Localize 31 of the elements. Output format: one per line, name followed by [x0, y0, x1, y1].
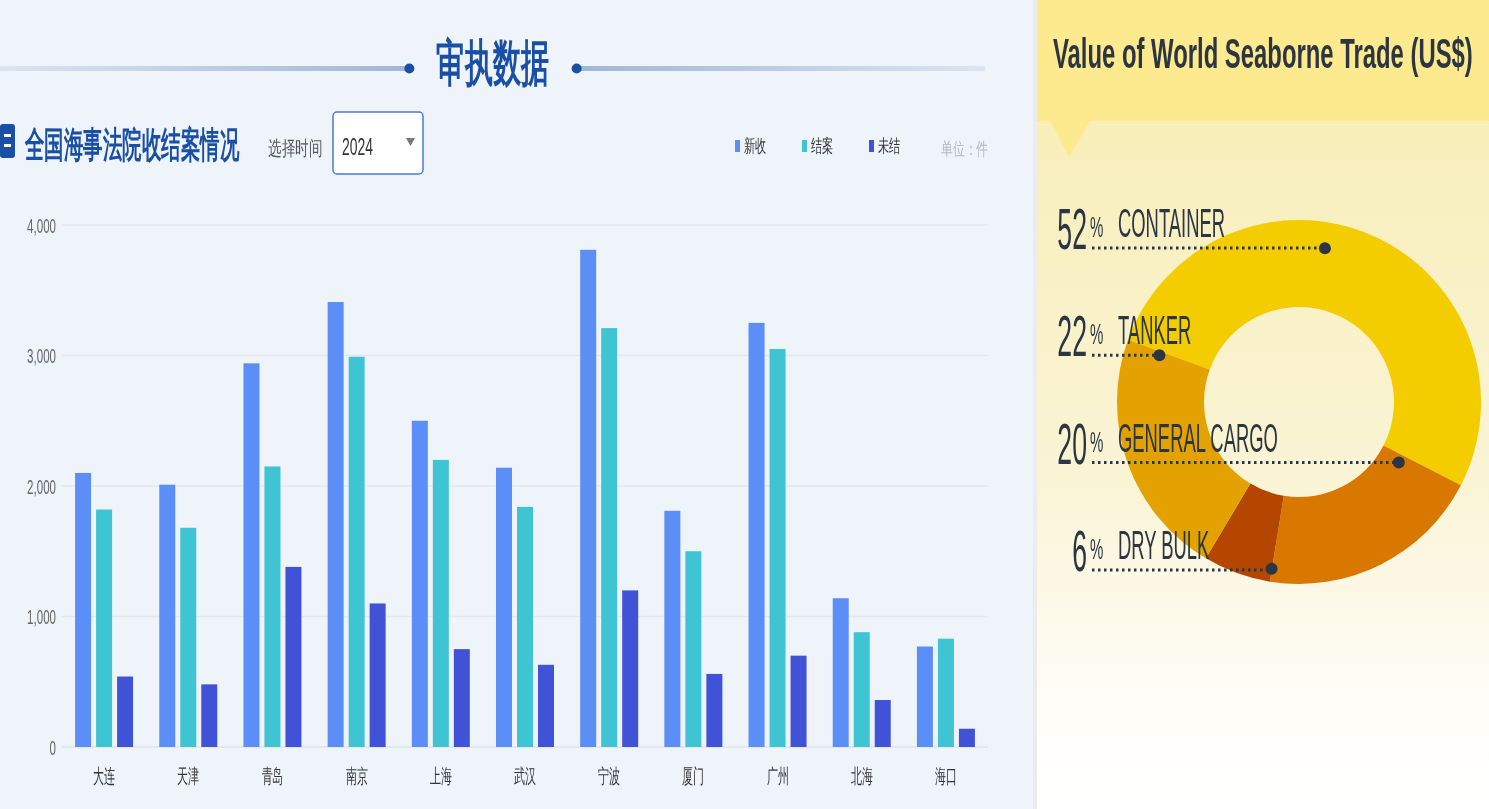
x-tick-label: 青岛	[261, 764, 284, 787]
chart-title: Value of World Seaborne Trade (US$)	[1053, 29, 1473, 77]
legend-label: 新收	[744, 135, 767, 156]
y-tick-label: 2,000	[27, 474, 56, 499]
x-tick-label: 大连	[93, 764, 115, 787]
y-tick-label: 0	[49, 735, 56, 760]
legend-label: 未结	[878, 135, 901, 156]
y-tick-label: 1,000	[27, 605, 56, 629]
data-label: 6%	[1072, 518, 1104, 584]
data-label: 20%	[1057, 410, 1104, 477]
x-tick-label: 天津	[177, 764, 200, 787]
category-label: GENERAL CARGO	[1118, 415, 1278, 461]
x-tick-label: 海口	[935, 764, 957, 787]
data-label: 52%	[1057, 196, 1104, 262]
x-tick-label: 广州	[766, 764, 789, 787]
annotation: 单位：件	[941, 138, 988, 159]
chart-title: 审执数据	[436, 34, 550, 92]
data-label: 22%	[1057, 303, 1104, 370]
x-tick-label: 南京	[345, 764, 368, 787]
x-tick-label: 宁波	[598, 764, 621, 787]
annotation: 选择时间	[268, 137, 323, 160]
x-tick-label: 上海	[429, 764, 452, 787]
x-tick-label: 北海	[850, 764, 873, 787]
chart-subtitle: 全国海事法院收结案情况	[25, 124, 240, 165]
y-tick-label: 4,000	[27, 213, 56, 238]
x-tick-label: 厦门	[682, 764, 705, 787]
y-tick-label: 3,000	[27, 344, 56, 368]
category-label: CONTAINER	[1118, 201, 1225, 246]
annotation: 2024	[342, 133, 373, 160]
x-tick-label: 武汉	[514, 764, 536, 787]
legend-label: 结案	[811, 135, 834, 156]
